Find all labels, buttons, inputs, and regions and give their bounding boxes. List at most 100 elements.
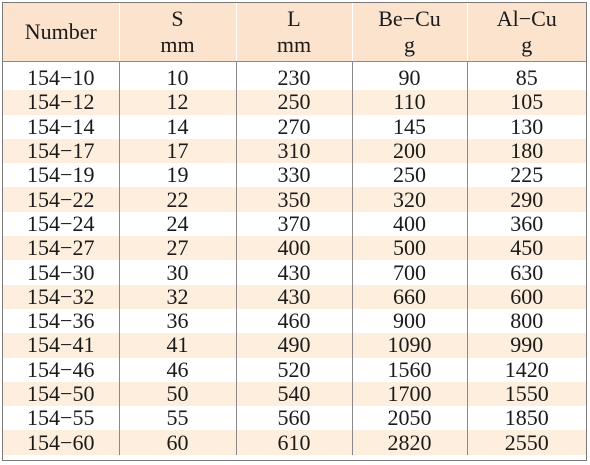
cell-number: 154−60 — [3, 430, 120, 455]
cell-s: 36 — [119, 308, 237, 334]
header-al-cu-label: Al−Cu — [496, 6, 557, 31]
table-row: 154−50 50 540 1700 1550 — [3, 381, 586, 407]
cell-number: 154−10 — [3, 61, 120, 91]
table-row: 154−60 60 610 2820 2550 — [3, 430, 586, 455]
cell-s: 24 — [119, 211, 237, 237]
spec-table: Number S mm L mm Be−Cu g Al−Cu g — [3, 3, 586, 455]
cell-number: 154−41 — [3, 333, 120, 358]
table-row: 154−41 41 490 1090 990 — [3, 333, 586, 358]
cell-be-cu: 1090 — [352, 333, 468, 358]
cell-l: 330 — [236, 163, 353, 188]
cell-be-cu: 110 — [352, 90, 468, 115]
cell-al-cu: 600 — [467, 284, 586, 309]
cell-al-cu: 290 — [467, 187, 586, 212]
cell-l: 560 — [236, 406, 353, 431]
cell-l: 430 — [236, 260, 353, 285]
cell-number: 154−50 — [3, 381, 120, 407]
cell-l: 230 — [236, 61, 353, 91]
cell-l: 490 — [236, 333, 353, 358]
cell-be-cu: 900 — [352, 308, 468, 334]
cell-l: 400 — [236, 236, 353, 261]
cell-al-cu: 225 — [467, 163, 586, 188]
table-row: 154−36 36 460 900 800 — [3, 308, 586, 334]
cell-number: 154−17 — [3, 138, 120, 164]
cell-number: 154−46 — [3, 357, 120, 382]
header-s: S mm — [119, 3, 237, 62]
table-row: 154−55 55 560 2050 1850 — [3, 406, 586, 431]
table-row: 154−32 32 430 660 600 — [3, 284, 586, 309]
cell-l: 270 — [236, 114, 353, 139]
cell-be-cu: 320 — [352, 187, 468, 212]
cell-al-cu: 360 — [467, 211, 586, 237]
cell-s: 46 — [119, 357, 237, 382]
cell-be-cu: 700 — [352, 260, 468, 285]
cell-s: 60 — [119, 430, 237, 455]
cell-l: 350 — [236, 187, 353, 212]
cell-s: 32 — [119, 284, 237, 309]
cell-s: 22 — [119, 187, 237, 212]
cell-l: 610 — [236, 430, 353, 455]
header-s-unit: mm — [160, 32, 195, 57]
header-s-label: S — [171, 6, 184, 31]
header-l: L mm — [236, 3, 353, 62]
cell-s: 12 — [119, 90, 237, 115]
cell-s: 30 — [119, 260, 237, 285]
cell-al-cu: 800 — [467, 308, 586, 334]
cell-l: 540 — [236, 381, 353, 407]
cell-be-cu: 145 — [352, 114, 468, 139]
cell-l: 460 — [236, 308, 353, 334]
header-al-cu-unit: g — [521, 32, 533, 57]
cell-s: 14 — [119, 114, 237, 139]
cell-s: 17 — [119, 138, 237, 164]
cell-number: 154−22 — [3, 187, 120, 212]
table-row: 154−30 30 430 700 630 — [3, 260, 586, 285]
cell-al-cu: 85 — [467, 61, 586, 91]
table-row: 154−10 10 230 90 85 — [3, 61, 586, 91]
header-row: Number S mm L mm Be−Cu g Al−Cu g — [3, 3, 586, 62]
cell-be-cu: 660 — [352, 284, 468, 309]
cell-number: 154−12 — [3, 90, 120, 115]
cell-al-cu: 1550 — [467, 381, 586, 407]
table-row: 154−12 12 250 110 105 — [3, 90, 586, 115]
cell-be-cu: 250 — [352, 163, 468, 188]
cell-s: 19 — [119, 163, 237, 188]
table-body: 154−10 10 230 90 85 154−12 12 250 110 105 154−14 14… — [3, 61, 586, 455]
cell-l: 430 — [236, 284, 353, 309]
cell-number: 154−36 — [3, 308, 120, 334]
cell-be-cu: 200 — [352, 138, 468, 164]
cell-number: 154−30 — [3, 260, 120, 285]
header-be-cu-unit: g — [404, 32, 415, 57]
cell-l: 520 — [236, 357, 353, 382]
cell-be-cu: 400 — [352, 211, 468, 237]
cell-al-cu: 2550 — [467, 430, 586, 455]
cell-al-cu: 630 — [467, 260, 586, 285]
cell-al-cu: 105 — [467, 90, 586, 115]
cell-al-cu: 450 — [467, 236, 586, 261]
spec-table-frame: Number S mm L mm Be−Cu g Al−Cu g — [2, 2, 587, 461]
cell-al-cu: 990 — [467, 333, 586, 358]
cell-al-cu: 1420 — [467, 357, 586, 382]
header-number-label: Number — [24, 19, 97, 44]
cell-number: 154−14 — [3, 114, 120, 139]
table-row: 154−14 14 270 145 130 — [3, 114, 586, 139]
cell-number: 154−24 — [3, 211, 120, 237]
cell-number: 154−55 — [3, 406, 120, 431]
cell-be-cu: 1700 — [352, 381, 468, 407]
table-row: 154−19 19 330 250 225 — [3, 163, 586, 188]
cell-s: 50 — [119, 381, 237, 407]
cell-s: 41 — [119, 333, 237, 358]
cell-al-cu: 130 — [467, 114, 586, 139]
cell-be-cu: 500 — [352, 236, 468, 261]
table-row: 154−22 22 350 320 290 — [3, 187, 586, 212]
cell-al-cu: 1850 — [467, 406, 586, 431]
cell-number: 154−27 — [3, 236, 120, 261]
table-row: 154−24 24 370 400 360 — [3, 211, 586, 237]
header-l-unit: mm — [276, 32, 312, 57]
cell-l: 310 — [236, 138, 353, 164]
cell-s: 27 — [119, 236, 237, 261]
table-row: 154−17 17 310 200 180 — [3, 138, 586, 164]
cell-s: 10 — [119, 61, 237, 91]
header-al-cu: Al−Cu g — [467, 3, 586, 62]
cell-l: 370 — [236, 211, 353, 237]
table-row: 154−27 27 400 500 450 — [3, 236, 586, 261]
